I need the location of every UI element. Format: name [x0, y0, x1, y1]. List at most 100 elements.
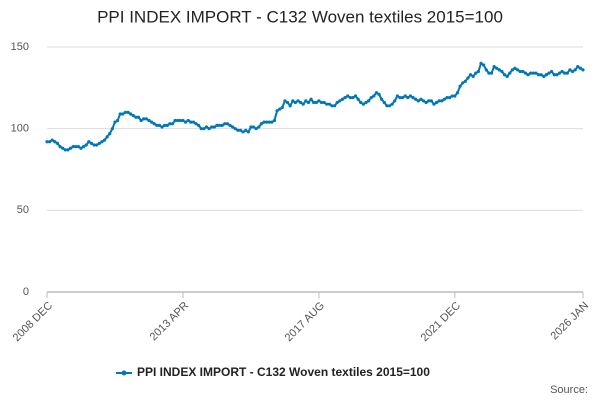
point	[448, 96, 452, 100]
point	[529, 71, 533, 75]
point	[236, 128, 240, 132]
point	[421, 99, 426, 103]
point	[424, 100, 428, 105]
point	[168, 122, 172, 126]
point	[550, 69, 554, 74]
point	[155, 123, 159, 127]
point	[53, 140, 57, 144]
point	[202, 127, 206, 131]
point	[259, 122, 263, 126]
point	[338, 99, 342, 103]
x-tick-label: 2017 AUG	[283, 300, 327, 344]
point	[215, 123, 219, 127]
point	[406, 96, 410, 100]
point	[348, 96, 352, 100]
point	[301, 102, 305, 106]
point	[223, 122, 227, 126]
point	[458, 84, 462, 88]
point	[165, 123, 169, 127]
point	[578, 66, 582, 70]
point	[251, 125, 256, 129]
point	[110, 127, 114, 131]
y-tick-label: 100	[11, 123, 29, 135]
x-tick-label: 2008 DEC	[11, 300, 55, 344]
point	[228, 123, 232, 127]
point	[84, 143, 88, 147]
point	[194, 122, 198, 126]
point	[280, 105, 284, 110]
point	[557, 71, 562, 75]
point	[58, 145, 62, 149]
point	[231, 125, 235, 129]
point	[497, 68, 501, 72]
point	[513, 66, 517, 70]
point	[343, 96, 347, 100]
x-tick-label: 2021 DEC	[419, 300, 463, 344]
point	[207, 127, 211, 131]
point	[400, 96, 405, 100]
point	[314, 100, 318, 105]
point	[285, 100, 290, 105]
point	[390, 102, 394, 106]
legend-marker	[121, 370, 127, 376]
point	[118, 112, 122, 116]
legend-label: PPI INDEX IMPORT - C132 Woven textiles 2…	[137, 365, 430, 379]
point	[442, 97, 447, 101]
point	[340, 97, 345, 101]
x-tick-label: 2013 APR	[148, 300, 192, 344]
point	[296, 99, 300, 103]
point	[181, 118, 185, 123]
point	[121, 112, 125, 116]
point	[526, 73, 530, 77]
point	[568, 68, 572, 72]
point	[536, 73, 541, 77]
y-tick-label: 150	[11, 41, 29, 53]
point	[565, 71, 569, 75]
point	[330, 104, 334, 108]
point	[429, 99, 433, 103]
point	[304, 99, 308, 103]
point	[225, 122, 230, 126]
point	[372, 94, 376, 98]
point	[105, 135, 109, 139]
point	[380, 97, 384, 101]
point	[327, 102, 331, 106]
point	[364, 100, 368, 105]
point	[463, 79, 467, 83]
source: Source:	[550, 384, 588, 396]
point	[63, 148, 67, 152]
point	[369, 96, 373, 100]
point	[136, 115, 141, 119]
point	[367, 99, 371, 103]
point	[246, 130, 250, 134]
point	[476, 69, 481, 74]
point	[385, 104, 389, 108]
point	[71, 145, 75, 149]
point	[278, 107, 282, 111]
point	[377, 92, 381, 96]
point	[210, 125, 214, 129]
point	[489, 71, 494, 75]
point	[45, 140, 49, 144]
point	[241, 130, 245, 134]
point	[87, 140, 91, 144]
point	[163, 123, 167, 127]
point	[178, 118, 182, 123]
point	[427, 99, 431, 103]
point	[265, 120, 269, 124]
point	[173, 118, 177, 123]
point	[129, 112, 133, 116]
y-tick-label: 0	[23, 286, 29, 298]
point	[291, 99, 295, 103]
point	[492, 65, 496, 69]
point	[68, 146, 73, 150]
point	[142, 117, 146, 121]
point	[152, 122, 156, 126]
point	[299, 100, 303, 105]
point	[479, 61, 483, 65]
point	[238, 128, 243, 132]
point	[505, 74, 509, 78]
point	[176, 118, 180, 123]
point	[416, 99, 420, 103]
